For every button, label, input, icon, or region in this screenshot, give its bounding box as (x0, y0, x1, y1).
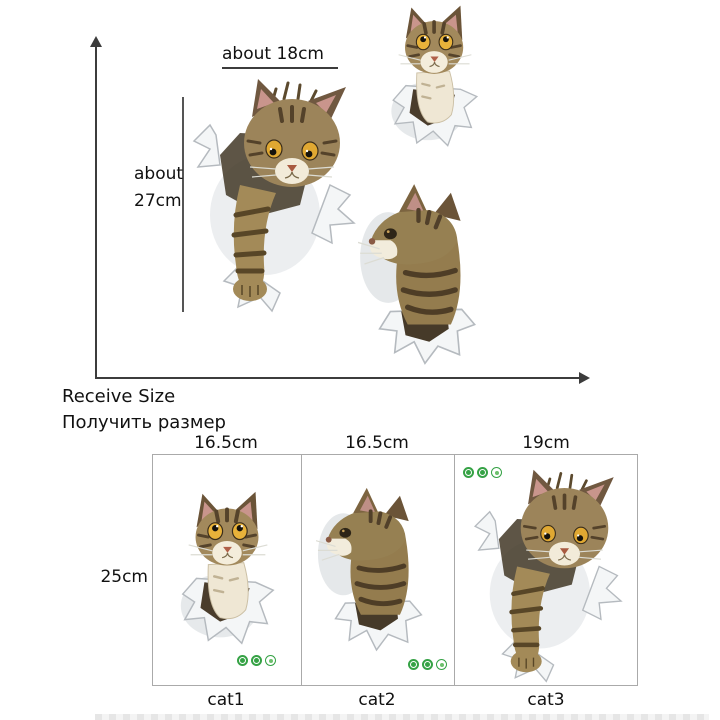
eco-badge-icon (251, 655, 262, 666)
eco-badge-icon (491, 467, 502, 478)
panel-cat2 (301, 455, 454, 685)
cat-looking-up-image (365, 2, 505, 152)
next-image-edge (95, 714, 709, 720)
height-measure-label: about 27cm (134, 161, 183, 215)
x-axis-line (95, 377, 583, 379)
width-measure-underline (222, 67, 338, 69)
cat1-name-label: cat1 (207, 690, 245, 710)
eco-badge-icon (408, 659, 419, 670)
y-axis-line (95, 46, 97, 379)
cat3-name-label: cat3 (527, 690, 565, 710)
cat-side-profile-image (358, 168, 493, 373)
height-measure-label-line2: 27cm (134, 191, 182, 211)
cat2-name-label: cat2 (358, 690, 396, 710)
eco-badge-icon (463, 467, 474, 478)
eco-badge-icon (422, 659, 433, 670)
cat2-sticker-image (316, 467, 438, 665)
cat3-sticker-image (461, 457, 637, 685)
width-measure-label: about 18cm (222, 44, 324, 64)
cat2-width-label: 16.5cm (345, 433, 409, 453)
receive-size-title-ru: Получить размер (62, 412, 226, 433)
panel-cat3 (454, 455, 637, 685)
cat1-sticker-image (169, 475, 287, 663)
main-cat-peeking-image (180, 64, 370, 316)
cat1-width-label: 16.5cm (194, 433, 258, 453)
panel-name-labels: cat1 cat2 cat3 (152, 690, 638, 710)
cat3-eco-badges (463, 467, 502, 478)
panel-cat1 (153, 455, 301, 685)
cat3-width-label: 19cm (522, 433, 570, 453)
cat1-eco-badges (237, 655, 276, 666)
height-measure-label-line1: about (134, 164, 184, 184)
sticker-size-panels (152, 454, 638, 686)
panel-height-label: 25cm (100, 567, 148, 587)
eco-badge-icon (265, 655, 276, 666)
eco-badge-icon (436, 659, 447, 670)
arrow-right-icon (579, 372, 590, 384)
arrow-up-icon (90, 36, 102, 47)
height-measure-line (182, 97, 184, 312)
eco-badge-icon (237, 655, 248, 666)
eco-badge-icon (477, 467, 488, 478)
panel-width-labels: 16.5cm 16.5cm 19cm (152, 433, 638, 453)
cat2-eco-badges (408, 659, 447, 670)
receive-size-title-en: Receive Size (62, 386, 176, 407)
